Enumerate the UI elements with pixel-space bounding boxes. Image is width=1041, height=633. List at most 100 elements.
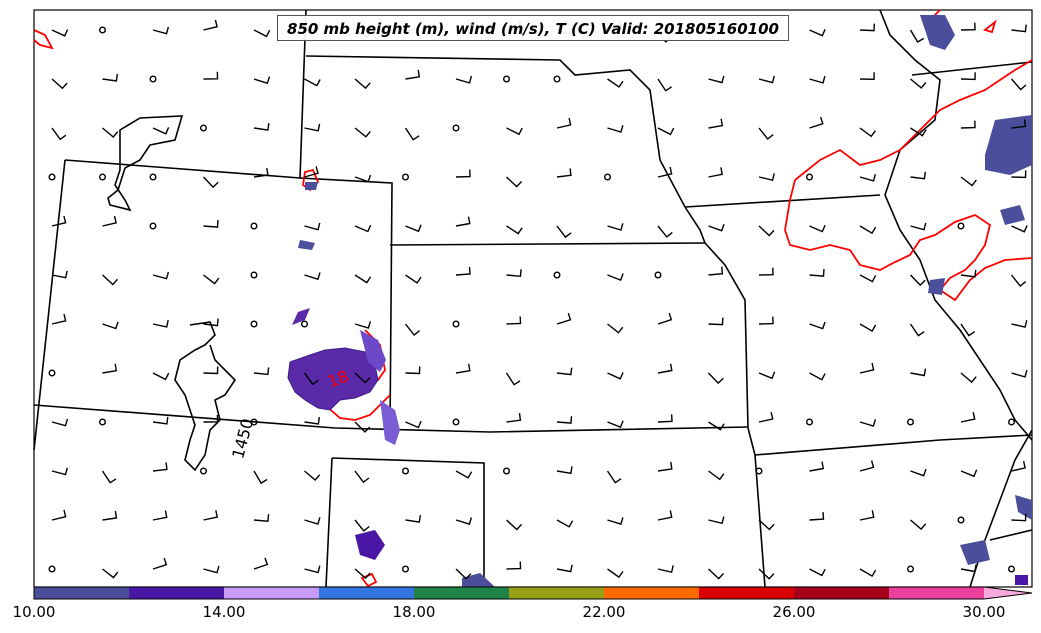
wind-barb [809, 75, 826, 84]
wind-barb [102, 510, 118, 521]
border-wyoming-colorado [64, 159, 301, 179]
wind-barb [758, 568, 775, 580]
wind-barb [354, 224, 372, 233]
wind-barb [304, 272, 321, 281]
wind-barb [455, 266, 471, 276]
wind-barb [960, 564, 977, 573]
wind-barb [556, 117, 572, 129]
wind-barb [354, 174, 372, 183]
wind-barb [708, 75, 725, 84]
wind-barb [909, 274, 926, 287]
wind-barb [859, 568, 877, 578]
wind-barb [809, 372, 826, 381]
shade-new-mexico [355, 530, 385, 560]
border-utah-colorado [33, 159, 66, 451]
wind-barb [101, 470, 117, 484]
colorbar-segment [509, 587, 605, 599]
shade-se-c [1015, 575, 1028, 585]
shade-se-a [1015, 495, 1032, 520]
wind-barb [960, 176, 977, 187]
wind-barb [859, 174, 877, 182]
wind-barb [506, 561, 522, 570]
wind-barb [102, 274, 119, 286]
wind-barb [708, 470, 725, 481]
border-nebraska-kansas [389, 242, 706, 246]
calm-wind-marker [98, 26, 106, 34]
wind-barb [51, 78, 68, 90]
wind-barb [960, 412, 976, 423]
wind-barb [708, 516, 725, 525]
calm-wind-marker [250, 271, 258, 279]
wind-barb [607, 323, 624, 334]
wind-barb [152, 372, 170, 381]
calm-wind-marker [503, 467, 511, 475]
wind-barb [455, 363, 471, 374]
wind-barb [152, 416, 169, 425]
calm-wind-marker [98, 418, 106, 426]
wind-barb [102, 215, 117, 227]
wind-barb [960, 469, 978, 478]
wind-barb [910, 368, 927, 377]
wind-barb [1011, 369, 1028, 378]
calm-wind-marker [250, 418, 258, 426]
wind-barb [910, 127, 927, 137]
wind-barb [708, 317, 724, 326]
wind-barb [657, 414, 673, 423]
calm-wind-marker [503, 75, 511, 83]
wind-barb [708, 266, 724, 276]
wind-barb [859, 72, 875, 81]
wind-barb [758, 411, 774, 423]
wind-barb [455, 169, 471, 178]
wind-barb [506, 176, 523, 188]
wind-barb [354, 421, 371, 433]
border-missouri-arkansas [754, 434, 1033, 456]
wind-barb [102, 73, 118, 82]
wind-barb [253, 29, 271, 38]
wind-barb [910, 222, 927, 231]
wind-barb [607, 223, 624, 231]
wind-barb [708, 167, 724, 178]
colorbar-segment [414, 587, 510, 599]
wind-barb [1010, 78, 1027, 91]
wind-barb [1010, 274, 1027, 287]
wind-barb [455, 75, 473, 84]
wind-barb [405, 274, 422, 284]
wind-barb [657, 312, 673, 325]
wind-barb [506, 127, 523, 136]
wind-barb [909, 323, 925, 337]
wind-barb [758, 225, 775, 237]
wind-barb [405, 515, 422, 523]
wind-barb [51, 270, 68, 279]
wind-barb [304, 166, 319, 178]
wind-barb [51, 127, 67, 141]
wind-barb [708, 568, 725, 580]
calm-wind-marker [199, 467, 207, 475]
wind-barb [657, 127, 675, 136]
wind-barb [556, 416, 573, 424]
wind-barb [657, 565, 674, 574]
border-wisconsin-illinois [911, 61, 1033, 76]
border-oklahoma-panhandle [331, 457, 485, 587]
wind-barb [253, 470, 268, 485]
wind-barb [1011, 225, 1028, 233]
wind-barb [859, 510, 875, 521]
wind-barb [758, 173, 775, 182]
wind-barb [556, 564, 573, 573]
shade-ne-a [920, 15, 955, 50]
wind-barb [404, 127, 420, 141]
wind-barb [405, 69, 421, 80]
wind-barb [960, 323, 976, 337]
wind-barb [809, 512, 825, 521]
shade-colorado-se [380, 400, 400, 445]
wind-barb [51, 509, 67, 521]
great-salt-lake [107, 115, 184, 212]
wind-barb [455, 470, 473, 479]
wind-barb [607, 78, 624, 88]
wind-barb [909, 29, 925, 43]
colorbar-segment [794, 587, 890, 599]
wind-barb [51, 313, 67, 325]
wind-barb [51, 29, 69, 37]
wind-barb [556, 312, 572, 325]
wind-barb [152, 462, 168, 472]
